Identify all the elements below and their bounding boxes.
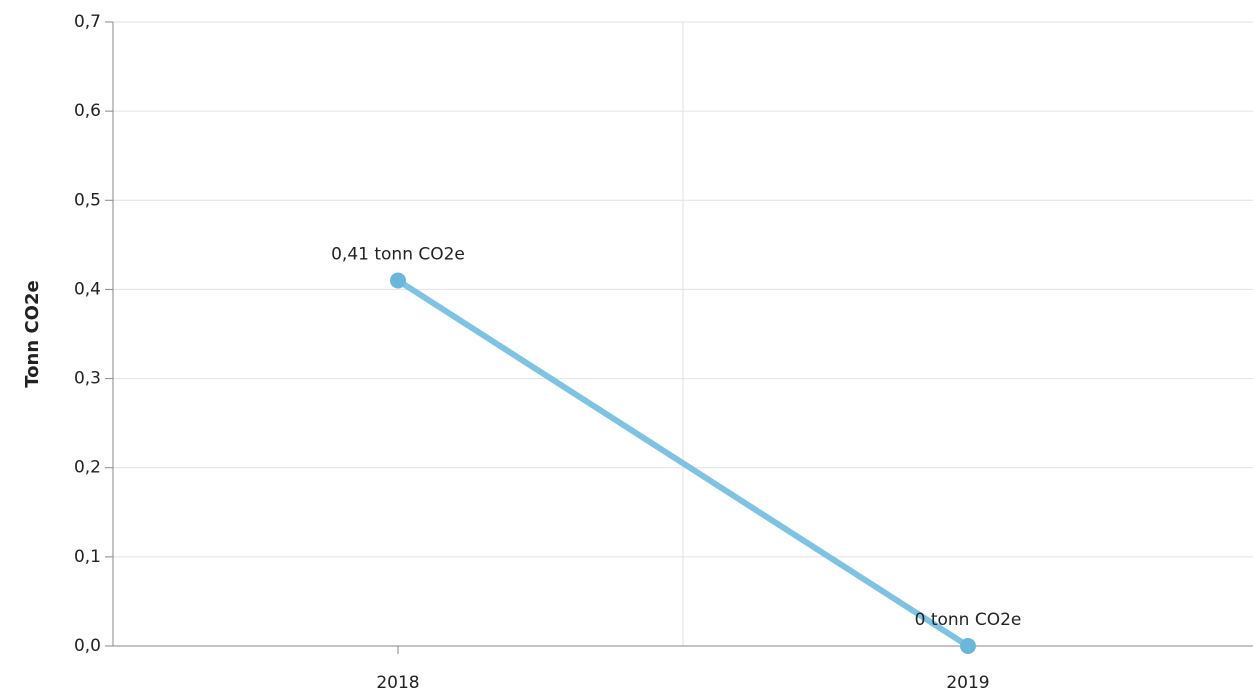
y-tick-label: 0,6 (74, 101, 101, 121)
y-tick-label: 0,7 (74, 12, 101, 32)
y-tick-label: 0,5 (74, 190, 101, 210)
x-tick-label: 2018 (376, 673, 419, 693)
line (396, 277, 970, 649)
y-tick-label: 0,0 (74, 636, 101, 656)
y-tick-label: 0,3 (74, 369, 101, 389)
point (960, 638, 976, 654)
x-tick-label: 2019 (946, 673, 989, 693)
point (390, 272, 406, 289)
data-label: 0,41 tonn CO2e (331, 245, 465, 265)
y-axis-label: Tonn CO2e (22, 280, 43, 387)
y-tick-label: 0,1 (74, 547, 101, 567)
data-label: 0 tonn CO2e (915, 610, 1022, 630)
y-tick-label: 0,4 (74, 279, 101, 299)
y-tick-label: 0,2 (74, 458, 101, 478)
